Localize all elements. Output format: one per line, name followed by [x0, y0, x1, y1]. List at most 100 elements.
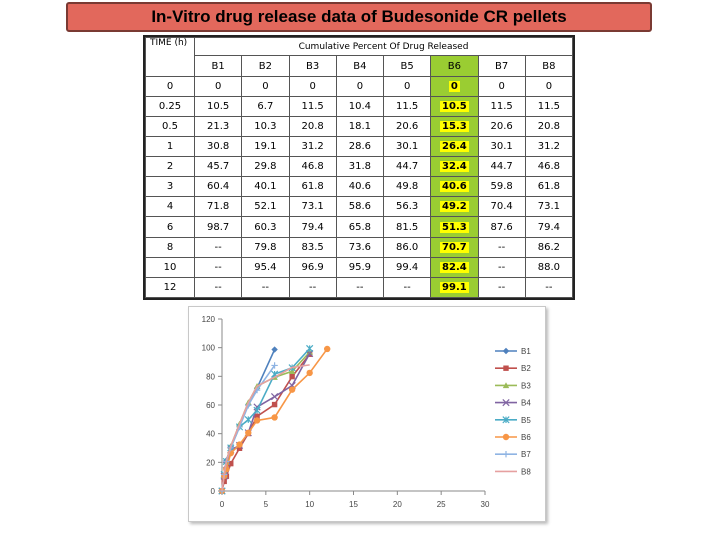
legend-marker-b2	[503, 365, 509, 371]
data-point-b2	[228, 460, 234, 467]
time-cell: 4	[145, 196, 195, 218]
data-point-b6	[288, 386, 296, 393]
column-header-b7: B7	[477, 55, 526, 77]
value-cell: 40.6	[335, 176, 385, 198]
x-tick-label: 10	[305, 500, 314, 509]
value-cell: 73.1	[288, 196, 337, 218]
time-cell: 1	[145, 135, 195, 158]
y-tick-label: 120	[202, 315, 216, 324]
time-cell: 8	[145, 236, 195, 258]
value-cell: 51.3	[430, 216, 479, 238]
y-tick-label: 60	[206, 401, 215, 410]
value-cell: --	[288, 276, 337, 299]
data-point-b6	[324, 345, 331, 353]
value-cell: 49.2	[430, 196, 479, 218]
time-cell: 0.25	[145, 95, 195, 117]
value-cell: 88.0	[524, 256, 574, 278]
x-tick-label: 0	[220, 500, 225, 509]
value-cell: 79.4	[288, 216, 337, 238]
table-row: 3 60.4 40.1 61.8 40.6 49.8 40.6 59.8 61.8	[145, 176, 574, 198]
data-point-b5	[244, 415, 252, 424]
value-cell: 21.3	[193, 115, 243, 137]
value-cell: 30.8	[193, 135, 243, 158]
time-header: TIME (h)	[145, 37, 195, 77]
value-cell: 32.4	[430, 156, 479, 178]
value-cell: --	[193, 256, 243, 278]
data-point-b6	[245, 429, 252, 437]
value-cell: 86.0	[382, 236, 432, 258]
value-cell: 60.4	[193, 176, 243, 198]
value-cell: 58.6	[335, 196, 385, 218]
legend-marker-b3	[502, 382, 510, 389]
data-point-b2	[289, 373, 295, 380]
legend-marker-b5	[502, 416, 510, 424]
value-cell: 81.5	[382, 216, 432, 238]
legend-label-b6: B6	[521, 433, 531, 442]
data-point-b3	[306, 348, 313, 355]
value-cell: 45.7	[193, 156, 243, 178]
value-cell: 86.2	[524, 236, 574, 258]
value-cell: 83.5	[288, 236, 337, 258]
highlighted-value: 40.6	[440, 181, 469, 193]
value-cell: 26.4	[430, 135, 479, 158]
table-row: 4 71.8 52.1 73.1 58.6 56.3 49.2 70.4 73.1	[145, 196, 574, 218]
value-cell: 31.8	[335, 156, 385, 178]
data-point-b6	[253, 417, 261, 424]
value-cell: --	[477, 256, 526, 278]
column-header-row: B1 B2 B3 B4 B5 B6 B7 B8	[146, 55, 574, 77]
title-banner: In-Vitro drug release data of Budesonide…	[66, 2, 652, 32]
value-cell: 28.6	[335, 135, 385, 158]
series-line-b4	[221, 353, 311, 492]
value-cell: 46.8	[288, 156, 337, 178]
value-cell: 19.1	[241, 135, 290, 158]
highlighted-value: 51.3	[440, 221, 469, 233]
data-point-b4	[270, 393, 279, 401]
highlighted-value: 82.4	[440, 261, 469, 273]
highlighted-value: 99.1	[440, 281, 469, 293]
value-cell: 0	[477, 75, 526, 97]
value-cell: 20.6	[382, 115, 432, 137]
value-cell: 31.2	[524, 135, 574, 158]
value-cell: 79.4	[524, 216, 574, 238]
value-cell: 20.8	[288, 115, 337, 137]
value-cell: 95.9	[335, 256, 385, 278]
legend-marker-b6	[502, 433, 510, 441]
value-cell: 15.3	[430, 115, 479, 137]
highlighted-value: 0	[448, 80, 460, 92]
value-cell: 40.6	[430, 176, 479, 198]
legend-label-b7: B7	[521, 450, 531, 459]
value-cell: 82.4	[430, 256, 479, 278]
value-cell: 99.1	[430, 276, 479, 299]
data-point-b2	[271, 401, 278, 408]
legend-label-b3: B3	[521, 381, 531, 390]
chart-svg: 0 20 40 60 80 100 120 0 5 10 15 20 25 30 B1 B2 B3 B4 B5 B6 B…	[202, 315, 532, 509]
y-tick-label: 20	[206, 458, 215, 467]
data-point-b3	[288, 368, 296, 375]
time-cell: 0.5	[145, 115, 195, 137]
data-point-b2	[236, 445, 243, 451]
column-header-label: B6	[447, 60, 461, 72]
value-cell: --	[524, 276, 574, 299]
table-row: 0.5 21.3 10.3 20.8 18.1 20.6 15.3 20.6 20.8	[145, 115, 574, 137]
value-cell: 52.1	[241, 196, 290, 218]
data-point-b5	[306, 344, 314, 353]
column-header-b1: B1	[193, 55, 243, 77]
table-row: 12 -- -- -- -- -- 99.1 -- --	[145, 276, 574, 299]
value-cell: 40.1	[241, 176, 290, 198]
value-cell: 73.6	[335, 236, 385, 258]
time-cell: 6	[145, 216, 195, 238]
column-header-b4: B4	[335, 55, 385, 77]
value-cell: --	[335, 276, 385, 299]
legend-label-b5: B5	[521, 416, 531, 425]
value-cell: 65.8	[335, 216, 385, 238]
highlighted-value: 10.5	[440, 100, 469, 112]
value-cell: 56.3	[382, 196, 432, 218]
value-cell: --	[241, 276, 290, 299]
value-cell: 20.6	[477, 115, 526, 137]
value-cell: 10.4	[335, 95, 385, 117]
column-header-b2: B2	[241, 55, 290, 77]
value-cell: 71.8	[193, 196, 243, 218]
legend-label-b4: B4	[521, 399, 531, 408]
value-cell: 11.5	[288, 95, 337, 117]
